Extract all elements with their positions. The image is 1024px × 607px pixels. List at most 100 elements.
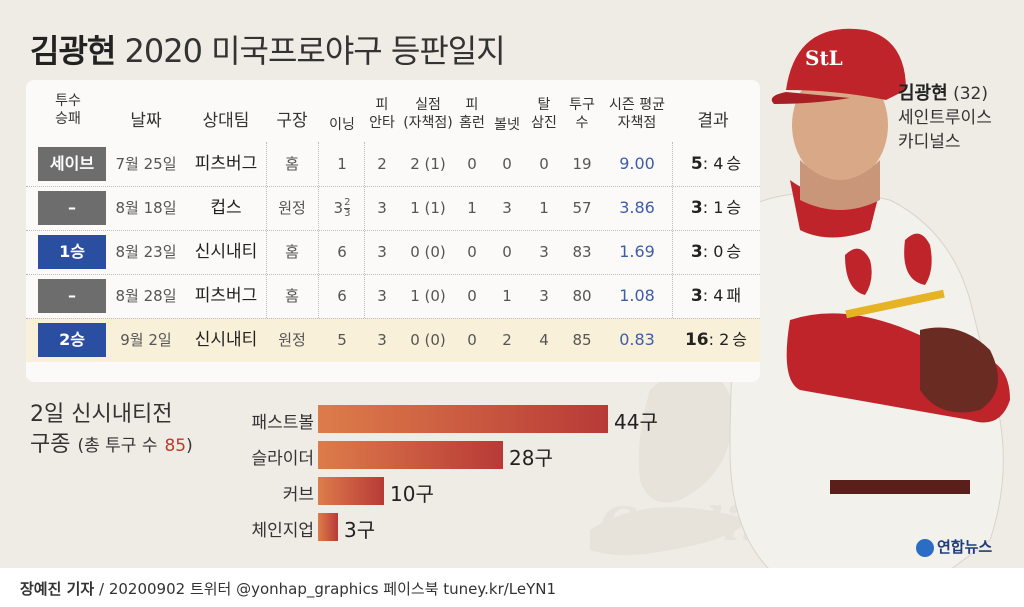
home-runs-allowed: 0 (467, 287, 477, 305)
innings-whole: 3 (333, 199, 344, 217)
game-date: 9월 2일 (120, 331, 172, 349)
header-decision-l2: 승패 (55, 111, 81, 127)
pitch-count-bar (318, 513, 338, 541)
header-date: 날짜 (130, 111, 162, 131)
pitch-count-bar (318, 441, 503, 469)
opponent-team: 신시내티 (194, 330, 258, 350)
walks: 3 (502, 199, 512, 217)
row-divider (26, 274, 760, 275)
pitch-type-label: 슬라이더 (251, 449, 314, 469)
decision-badge: – (38, 191, 106, 225)
header-pitches-l2: 수 (575, 115, 589, 131)
team-score: 3 (690, 242, 703, 262)
footer-rest: / 20200902 트위터 @yonhap_graphics 페이스북 tun… (94, 580, 557, 598)
runs-allowed: 2 (1) (410, 155, 446, 173)
home-runs-allowed: 1 (467, 199, 477, 217)
hits-allowed: 3 (377, 287, 387, 305)
game-date: 8월 28일 (115, 287, 177, 305)
innings-pitched: 1 (337, 155, 347, 173)
innings-pitched: 6 (337, 287, 347, 305)
pitch-mix-subtitle-total: (총 투구 수 (77, 436, 158, 456)
column-divider (364, 142, 366, 362)
decision-badge: 세이브 (38, 147, 106, 181)
game-date: 8월 18일 (115, 199, 177, 217)
game-outcome: 승 (726, 154, 742, 173)
player-name: 김광현 (898, 83, 948, 104)
pitch-type-label: 커브 (282, 485, 314, 505)
team-score: 3 (690, 198, 703, 218)
season-era: 0.83 (619, 330, 655, 349)
pitch-type-label: 체인지업 (251, 521, 314, 541)
home-runs-allowed: 0 (467, 331, 477, 349)
team-score: 3 (690, 286, 703, 306)
innings-pitched: 5 (337, 331, 347, 349)
season-era: 1.69 (619, 242, 655, 261)
header-hr-l1: 피 (465, 97, 479, 113)
innings-numerator: 2 (344, 197, 351, 208)
header-runs: 실점 (자책점) (400, 96, 456, 132)
player-illustration: Cardinals St. StL (590, 28, 1010, 568)
game-date: 7월 25일 (115, 155, 177, 173)
header-hr-l2: 홈런 (459, 115, 485, 131)
decision-badge: 2승 (38, 323, 106, 357)
strikeouts: 1 (539, 199, 549, 217)
page-title: 김광현 2020 미국프로야구 등판일지 (30, 26, 506, 72)
opponent-team: 피츠버그 (194, 154, 258, 174)
header-era: 시즌 평균 자책점 (602, 96, 672, 132)
yonhap-logo: 연합뉴스 (916, 536, 992, 557)
decision-badge: – (38, 279, 106, 313)
game-outcome: 승 (726, 242, 742, 261)
hits-allowed: 2 (377, 155, 387, 173)
runs-allowed: 0 (0) (410, 243, 446, 261)
strikeouts: 3 (539, 287, 549, 305)
opponent-team: 피츠버그 (194, 286, 258, 306)
walks: 0 (502, 155, 512, 173)
header-bb: 볼넷 (494, 117, 520, 133)
venue: 홈 (285, 243, 299, 261)
opponent-score: : 1 (702, 198, 724, 217)
walks: 0 (502, 243, 512, 261)
column-divider (318, 142, 320, 362)
header-pitches-l1: 투구 (569, 97, 595, 113)
opponent-team: 컵스 (210, 198, 242, 218)
decision-badge: 1승 (38, 235, 106, 269)
strikeouts: 0 (539, 155, 549, 173)
row-divider (26, 186, 760, 187)
table-body: 세이브 7월 25일 피츠버그 홈 2 2 (1) 0 0 0 19 9.00 1 5: 4 승 –8월 1… (26, 142, 760, 362)
hits-allowed: 3 (377, 331, 387, 349)
header-decision: 투수 승패 (40, 92, 96, 128)
pitch-count: 19 (572, 155, 592, 173)
header-runs-l1: 실점 (415, 97, 441, 113)
strikeouts: 3 (539, 243, 549, 261)
hits-allowed: 3 (377, 243, 387, 261)
footer-credit: 장예진 기자 / 20200902 트위터 @yonhap_graphics 페… (20, 578, 556, 599)
player-team-line1: 세인트루이스 (898, 108, 992, 128)
header-hits-l2: 안타 (369, 115, 395, 131)
yonhap-logo-text: 연합뉴스 (937, 538, 993, 556)
opponent-score: : 2 (708, 330, 730, 349)
season-era: 1.08 (619, 286, 655, 305)
runs-allowed: 0 (0) (410, 331, 446, 349)
player-info: 김광현 (32) 세인트루이스 카디널스 (898, 82, 992, 154)
pitch-count: 80 (572, 287, 592, 305)
header-so: 탈 삼진 (526, 96, 562, 132)
venue: 원정 (278, 199, 306, 217)
home-runs-allowed: 0 (467, 243, 477, 261)
pitch-mix-close: ) (186, 436, 193, 456)
header-era-l2: 자책점 (617, 115, 657, 131)
column-divider (672, 142, 674, 362)
game-date: 8월 23일 (115, 243, 177, 261)
walks: 2 (502, 331, 512, 349)
svg-text:St.: St. (860, 324, 903, 357)
runs-allowed: 1 (1) (410, 199, 446, 217)
player-age: (32) (953, 84, 988, 104)
